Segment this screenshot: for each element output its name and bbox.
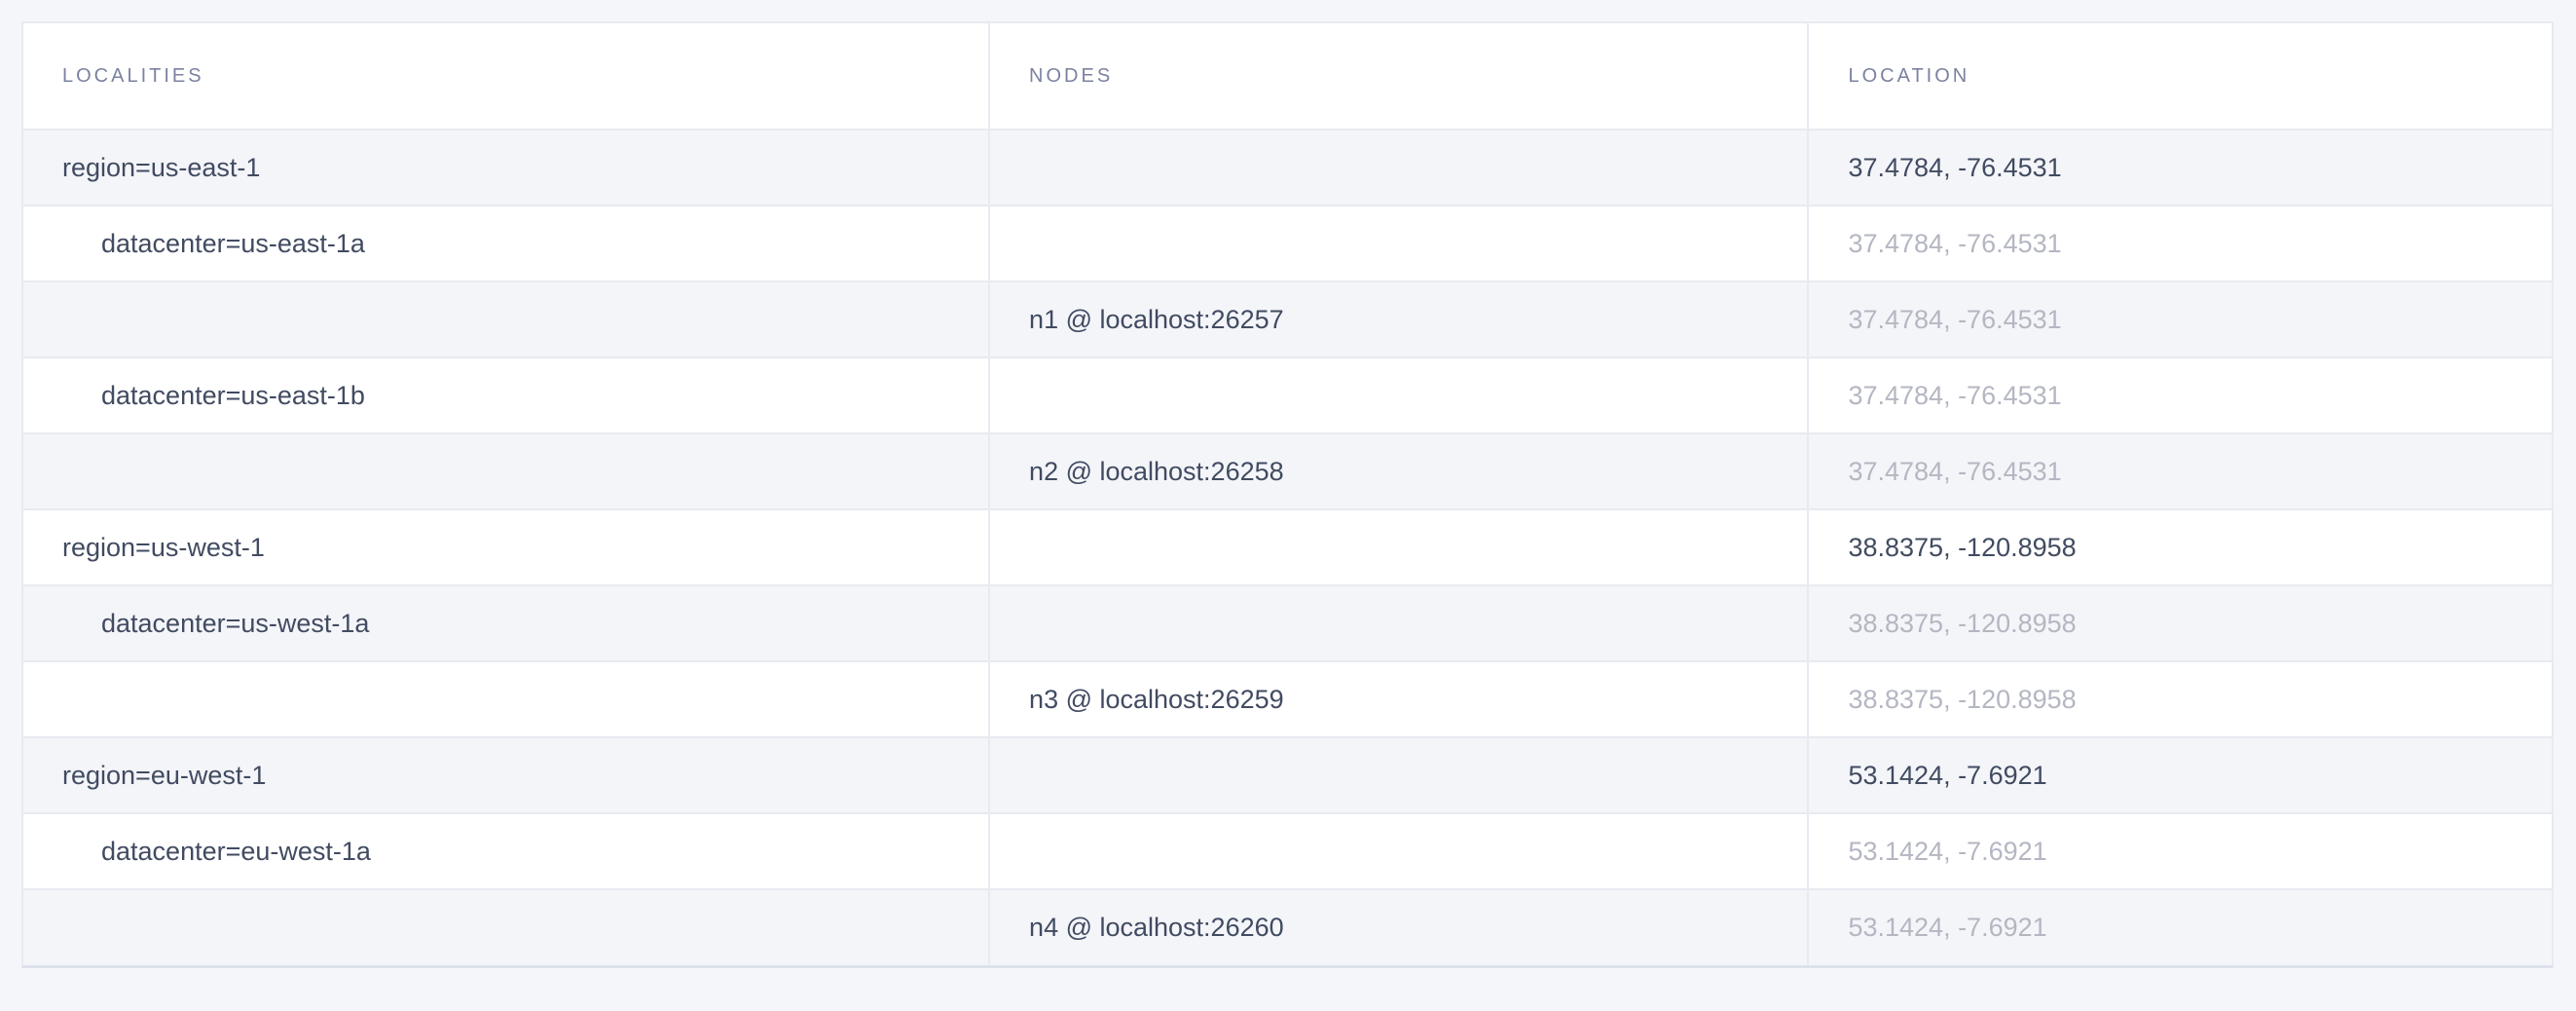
location-cell: 37.4784, -76.4531 bbox=[1807, 129, 2552, 206]
locality-cell: datacenter=us-east-1a bbox=[23, 205, 990, 281]
localities-table: LOCALITIES NODES LOCATION region=us-east… bbox=[23, 23, 2552, 965]
table-row: n3 @ localhost:26259 38.8375, -120.8958 bbox=[23, 660, 2552, 737]
localities-table-body: region=us-east-1 37.4784, -76.4531 datacen… bbox=[23, 129, 2552, 965]
locality-cell bbox=[23, 281, 990, 357]
node-cell bbox=[988, 812, 1809, 889]
column-header-nodes: NODES bbox=[988, 23, 1809, 130]
location-cell: 53.1424, -7.6921 bbox=[1807, 736, 2552, 813]
table-row: n2 @ localhost:26258 37.4784, -76.4531 bbox=[23, 432, 2552, 509]
node-cell bbox=[988, 356, 1809, 433]
locality-cell: region=us-west-1 bbox=[23, 508, 990, 585]
location-cell: 38.8375, -120.8958 bbox=[1807, 660, 2552, 737]
locality-cell: datacenter=us-west-1a bbox=[23, 584, 990, 661]
node-cell bbox=[988, 129, 1809, 206]
column-header-localities: LOCALITIES bbox=[23, 23, 990, 130]
table-row: datacenter=us-west-1a 38.8375, -120.8958 bbox=[23, 584, 2552, 661]
node-cell: n3 @ localhost:26259 bbox=[988, 660, 1809, 737]
table-row: n1 @ localhost:26257 37.4784, -76.4531 bbox=[23, 281, 2552, 357]
table-row: region=us-east-1 37.4784, -76.4531 bbox=[23, 129, 2552, 206]
locality-cell bbox=[23, 660, 990, 737]
location-cell: 53.1424, -7.6921 bbox=[1807, 812, 2552, 889]
table-header-row: LOCALITIES NODES LOCATION bbox=[23, 23, 2552, 130]
location-cell: 37.4784, -76.4531 bbox=[1807, 432, 2552, 509]
node-cell bbox=[988, 736, 1809, 813]
table-row: datacenter=eu-west-1a 53.1424, -7.6921 bbox=[23, 812, 2552, 889]
node-cell: n1 @ localhost:26257 bbox=[988, 281, 1809, 357]
table-row: region=us-west-1 38.8375, -120.8958 bbox=[23, 508, 2552, 585]
node-cell bbox=[988, 205, 1809, 281]
locality-cell bbox=[23, 888, 990, 965]
node-cell bbox=[988, 508, 1809, 585]
localities-table-container: LOCALITIES NODES LOCATION region=us-east… bbox=[21, 21, 2554, 968]
node-cell: n2 @ localhost:26258 bbox=[988, 432, 1809, 509]
table-row: datacenter=us-east-1a 37.4784, -76.4531 bbox=[23, 205, 2552, 281]
locality-cell: region=us-east-1 bbox=[23, 129, 990, 206]
location-cell: 38.8375, -120.8958 bbox=[1807, 508, 2552, 585]
location-cell: 38.8375, -120.8958 bbox=[1807, 584, 2552, 661]
column-header-location: LOCATION bbox=[1807, 23, 2552, 130]
location-cell: 37.4784, -76.4531 bbox=[1807, 281, 2552, 357]
locality-cell: datacenter=eu-west-1a bbox=[23, 812, 990, 889]
table-header: LOCALITIES NODES LOCATION bbox=[23, 23, 2552, 130]
table-row: n4 @ localhost:26260 53.1424, -7.6921 bbox=[23, 888, 2552, 965]
node-cell bbox=[988, 584, 1809, 661]
table-row: datacenter=us-east-1b 37.4784, -76.4531 bbox=[23, 356, 2552, 433]
location-cell: 53.1424, -7.6921 bbox=[1807, 888, 2552, 965]
locality-cell bbox=[23, 432, 990, 509]
location-cell: 37.4784, -76.4531 bbox=[1807, 356, 2552, 433]
location-cell: 37.4784, -76.4531 bbox=[1807, 205, 2552, 281]
locality-cell: region=eu-west-1 bbox=[23, 736, 990, 813]
node-cell: n4 @ localhost:26260 bbox=[988, 888, 1809, 965]
locality-cell: datacenter=us-east-1b bbox=[23, 356, 990, 433]
table-row: region=eu-west-1 53.1424, -7.6921 bbox=[23, 736, 2552, 813]
